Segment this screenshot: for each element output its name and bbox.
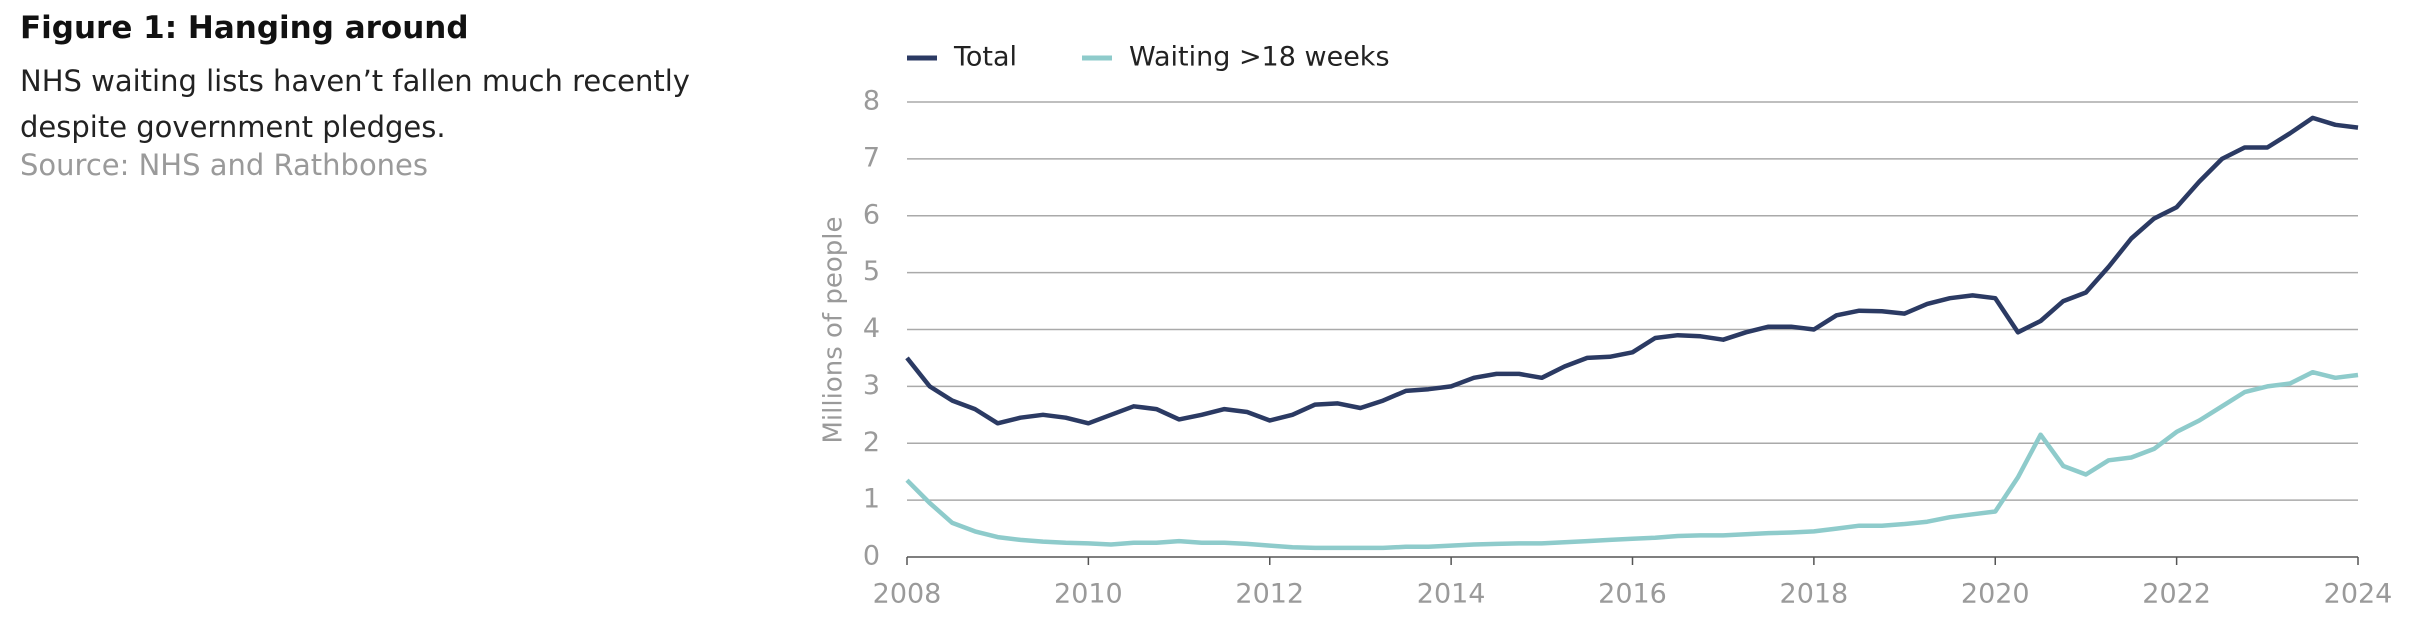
y-tick-label: 1 [863,484,880,515]
line [905,369,2359,551]
y-axis-label: Millions of people [819,217,849,444]
y-tick-label: 6 [863,199,880,230]
y-tick-label: 3 [863,370,880,401]
line [905,115,2359,426]
x-tick-label: 2024 [2324,579,2393,610]
y-tick-label: 8 [863,86,880,117]
y-tick-label: 7 [863,142,880,173]
x-tick-label: 2008 [873,579,942,610]
subtitle: NHS waiting lists haven’t fallen much re… [20,64,690,144]
legend-label: Total [953,42,1017,73]
source: Source: NHS and Rathbones [20,148,429,182]
x-tick-label: 2018 [1780,579,1849,610]
x-tick-label: 2022 [2142,579,2211,610]
y-tick-label: 4 [863,313,880,344]
y-tick-label: 0 [863,541,880,572]
title: Figure 1: Hanging around [20,10,469,46]
x-tick-label: 2016 [1598,579,1667,610]
x-tick-label: 2012 [1235,579,1304,610]
x-tick-label: 2014 [1417,579,1486,610]
y-tick-label: 5 [863,256,880,287]
x-tick-label: 2010 [1054,579,1123,610]
x-tick-label: 2020 [1961,579,2030,610]
y-tick-label: 2 [863,427,880,458]
legend-label: Waiting >18 weeks [1129,42,1390,73]
